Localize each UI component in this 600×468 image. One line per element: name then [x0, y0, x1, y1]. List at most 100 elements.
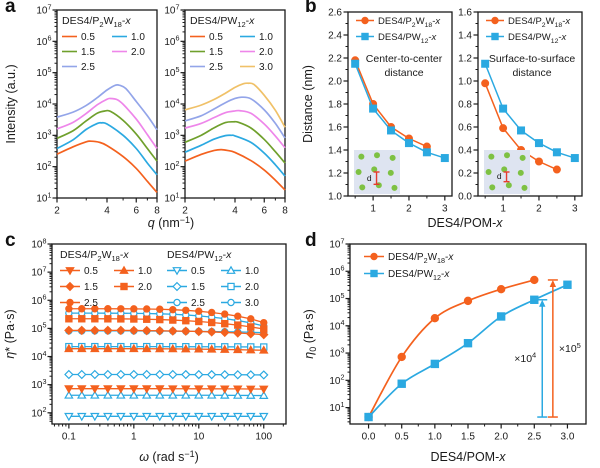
svg-text:104: 104 [36, 96, 51, 110]
panel-b-chart: 1 2 3 1.0 1.2 1.4 1.6 1.8 2.0 2.2 2.4 2.6 DES4/P2W18… [301, 8, 583, 230]
svg-text:0.5: 0.5 [81, 32, 95, 43]
svg-text:107: 107 [36, 2, 51, 16]
svg-text:104: 104 [164, 96, 179, 110]
svg-text:0.0: 0.0 [458, 192, 472, 203]
series-PW12-1.0 [64, 390, 269, 399]
svg-text:1.0: 1.0 [245, 266, 259, 277]
svg-text:1: 1 [500, 204, 506, 215]
svg-text:102: 102 [164, 159, 179, 173]
svg-text:105: 105 [164, 65, 179, 79]
legend: DES4/P2W18-x 0.5 1.0 1.5 2.0 2.5 [62, 15, 145, 73]
svg-text:2: 2 [406, 204, 412, 215]
svg-text:107: 107 [164, 2, 179, 16]
svg-text:2.0: 2.0 [494, 432, 508, 443]
svg-text:DES4/PW12-x: DES4/PW12-x [388, 269, 450, 282]
svg-text:1.0: 1.0 [138, 266, 152, 277]
svg-text:4: 4 [232, 206, 238, 217]
svg-text:DES4/PW12-x: DES4/PW12-x [190, 15, 255, 29]
svg-text:0.6: 0.6 [458, 123, 472, 134]
series-p2w18 [364, 275, 539, 422]
svg-text:Center-to-center: Center-to-center [366, 53, 443, 65]
series-1.5 [184, 120, 286, 164]
svg-text:106: 106 [329, 264, 344, 278]
svg-text:2: 2 [536, 204, 542, 215]
svg-text:3.0: 3.0 [259, 62, 273, 73]
svg-text:DES4/PW12-x: DES4/PW12-x [508, 32, 568, 45]
svg-text:106: 106 [31, 293, 46, 307]
series-P2W18-2.0 [65, 315, 268, 333]
svg-text:distance: distance [512, 67, 551, 79]
inset-schematic: d [354, 150, 400, 194]
panel-a: a 2 4 6 8 101 102 103 104 105 106 107 DES4/P2W18-x 0… [0, 0, 300, 234]
svg-text:1.8: 1.8 [328, 100, 342, 111]
svg-text:1.2: 1.2 [328, 169, 342, 180]
svg-text:DES4/POM-x: DES4/POM-x [427, 216, 503, 230]
svg-text:101: 101 [329, 400, 344, 414]
svg-text:1.5: 1.5 [209, 47, 223, 58]
series-P2W18-2.5 [65, 305, 268, 327]
svg-text:DES4/P2W18-x: DES4/P2W18-x [378, 16, 441, 29]
svg-text:Intensity (a.u.): Intensity (a.u.) [4, 64, 18, 143]
svg-text:0.5: 0.5 [84, 266, 98, 277]
svg-text:1.0: 1.0 [458, 77, 472, 88]
svg-text:106: 106 [164, 34, 179, 48]
panel-d: d 0.0 0.5 1.0 1.5 2.0 2.5 3.0 101 102 103 104 105 10… [300, 230, 600, 468]
svg-text:3.0: 3.0 [560, 432, 574, 443]
series-P2W18-1.5 [64, 325, 269, 340]
series-0.5 [56, 140, 158, 194]
svg-text:Distance (nm): Distance (nm) [301, 65, 315, 143]
legend: DES4/PW12-x 0.5 1.0 1.5 2.0 2.5 3.0 [167, 249, 259, 309]
svg-text:0.4: 0.4 [458, 146, 472, 157]
svg-text:6: 6 [133, 206, 139, 217]
svg-text:105: 105 [329, 291, 344, 305]
axes: 0.0 0.5 1.0 1.5 2.0 2.5 3.0 101 102 103 104 105 106 1… [329, 236, 587, 443]
series-1.5 [56, 109, 158, 162]
svg-text:4: 4 [104, 206, 110, 217]
axes: 1 2 3 1.0 1.2 1.4 1.6 1.8 2.0 2.2 2.4 2.6 [328, 8, 453, 215]
svg-text:d: d [367, 173, 372, 183]
svg-text:0.0: 0.0 [362, 432, 376, 443]
svg-text:103: 103 [164, 128, 179, 142]
svg-text:100: 100 [255, 432, 272, 443]
svg-text:DES4/POM-x: DES4/POM-x [430, 450, 506, 464]
legend: DES4/P2W18-x DES4/PW12-x [356, 16, 441, 45]
svg-text:2.5: 2.5 [191, 298, 205, 309]
svg-text:0.5: 0.5 [191, 266, 205, 277]
svg-text:104: 104 [31, 349, 46, 363]
svg-text:d: d [497, 171, 502, 181]
svg-text:2.5: 2.5 [209, 62, 223, 73]
svg-text:0.5: 0.5 [395, 432, 409, 443]
svg-text:104: 104 [329, 318, 344, 332]
svg-text:108: 108 [31, 236, 46, 250]
panel-c-letter: c [5, 230, 16, 251]
svg-text:6: 6 [261, 206, 267, 217]
svg-text:105: 105 [31, 321, 46, 335]
svg-text:η0 (Pa·s): η0 (Pa·s) [302, 309, 318, 358]
svg-text:3: 3 [442, 204, 448, 215]
svg-text:101: 101 [164, 190, 179, 204]
svg-text:2.0: 2.0 [259, 47, 273, 58]
svg-text:q (nm−1): q (nm−1) [148, 215, 194, 230]
svg-text:103: 103 [36, 128, 51, 142]
svg-text:0.2: 0.2 [458, 169, 472, 180]
svg-text:102: 102 [31, 405, 46, 419]
legend: DES4/P2W18-x DES4/PW12-x [364, 252, 454, 282]
svg-text:1.0: 1.0 [328, 192, 342, 203]
svg-text:1.0: 1.0 [259, 32, 273, 43]
svg-text:1.5: 1.5 [461, 432, 475, 443]
svg-text:DES4/P2W18-x: DES4/P2W18-x [60, 249, 129, 263]
svg-text:2: 2 [54, 206, 60, 217]
legend: DES4/P2W18-x 0.5 1.0 1.5 2.0 2.5 [60, 249, 152, 309]
svg-text:0.8: 0.8 [458, 100, 472, 111]
series-1.0 [184, 134, 286, 177]
svg-text:2.0: 2.0 [245, 282, 259, 293]
series-0.5 [184, 148, 286, 191]
svg-text:DES4/P2W18-x: DES4/P2W18-x [388, 252, 454, 265]
axes: 2 4 6 8 101 102 103 104 105 106 107 [36, 2, 160, 216]
svg-text:1.4: 1.4 [458, 31, 472, 42]
svg-text:102: 102 [329, 373, 344, 387]
svg-text:1.6: 1.6 [458, 8, 472, 19]
svg-text:DES4/PW12-x: DES4/PW12-x [167, 249, 232, 263]
series-2.5 [56, 83, 158, 131]
